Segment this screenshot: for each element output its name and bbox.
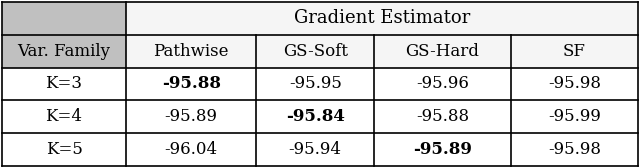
Bar	[511, 133, 638, 166]
Text: K=5: K=5	[45, 141, 83, 158]
Text: Var. Family: Var. Family	[17, 43, 111, 60]
Bar	[257, 100, 374, 133]
Text: -95.98: -95.98	[548, 75, 601, 93]
Text: Pathwise: Pathwise	[154, 43, 229, 60]
Bar	[126, 2, 638, 35]
Text: GS-Hard: GS-Hard	[406, 43, 479, 60]
Text: -95.88: -95.88	[416, 108, 469, 125]
Text: -95.95: -95.95	[289, 75, 342, 93]
Bar	[374, 35, 511, 68]
Bar	[511, 35, 638, 68]
Bar	[126, 100, 257, 133]
Bar	[374, 100, 511, 133]
Text: -95.96: -95.96	[416, 75, 469, 93]
Bar	[511, 68, 638, 100]
Bar	[2, 133, 126, 166]
Bar	[374, 68, 511, 100]
Bar	[126, 133, 257, 166]
Bar	[374, 133, 511, 166]
Bar	[257, 68, 374, 100]
Text: Gradient Estimator: Gradient Estimator	[294, 9, 470, 27]
Text: K=4: K=4	[45, 108, 83, 125]
Bar	[257, 133, 374, 166]
Text: K=3: K=3	[45, 75, 83, 93]
Bar	[257, 35, 374, 68]
Bar	[2, 2, 126, 35]
Text: -95.94: -95.94	[289, 141, 342, 158]
Text: SF: SF	[563, 43, 586, 60]
Bar	[126, 68, 257, 100]
Bar	[126, 35, 257, 68]
Bar	[2, 68, 126, 100]
Bar	[2, 35, 126, 68]
Text: -96.04: -96.04	[164, 141, 218, 158]
Text: GS-Soft: GS-Soft	[283, 43, 348, 60]
Text: -95.99: -95.99	[548, 108, 601, 125]
Text: -95.89: -95.89	[164, 108, 218, 125]
Bar	[511, 100, 638, 133]
Text: -95.88: -95.88	[162, 75, 221, 93]
Text: -95.98: -95.98	[548, 141, 601, 158]
Text: -95.84: -95.84	[286, 108, 345, 125]
Bar	[2, 100, 126, 133]
Text: -95.89: -95.89	[413, 141, 472, 158]
